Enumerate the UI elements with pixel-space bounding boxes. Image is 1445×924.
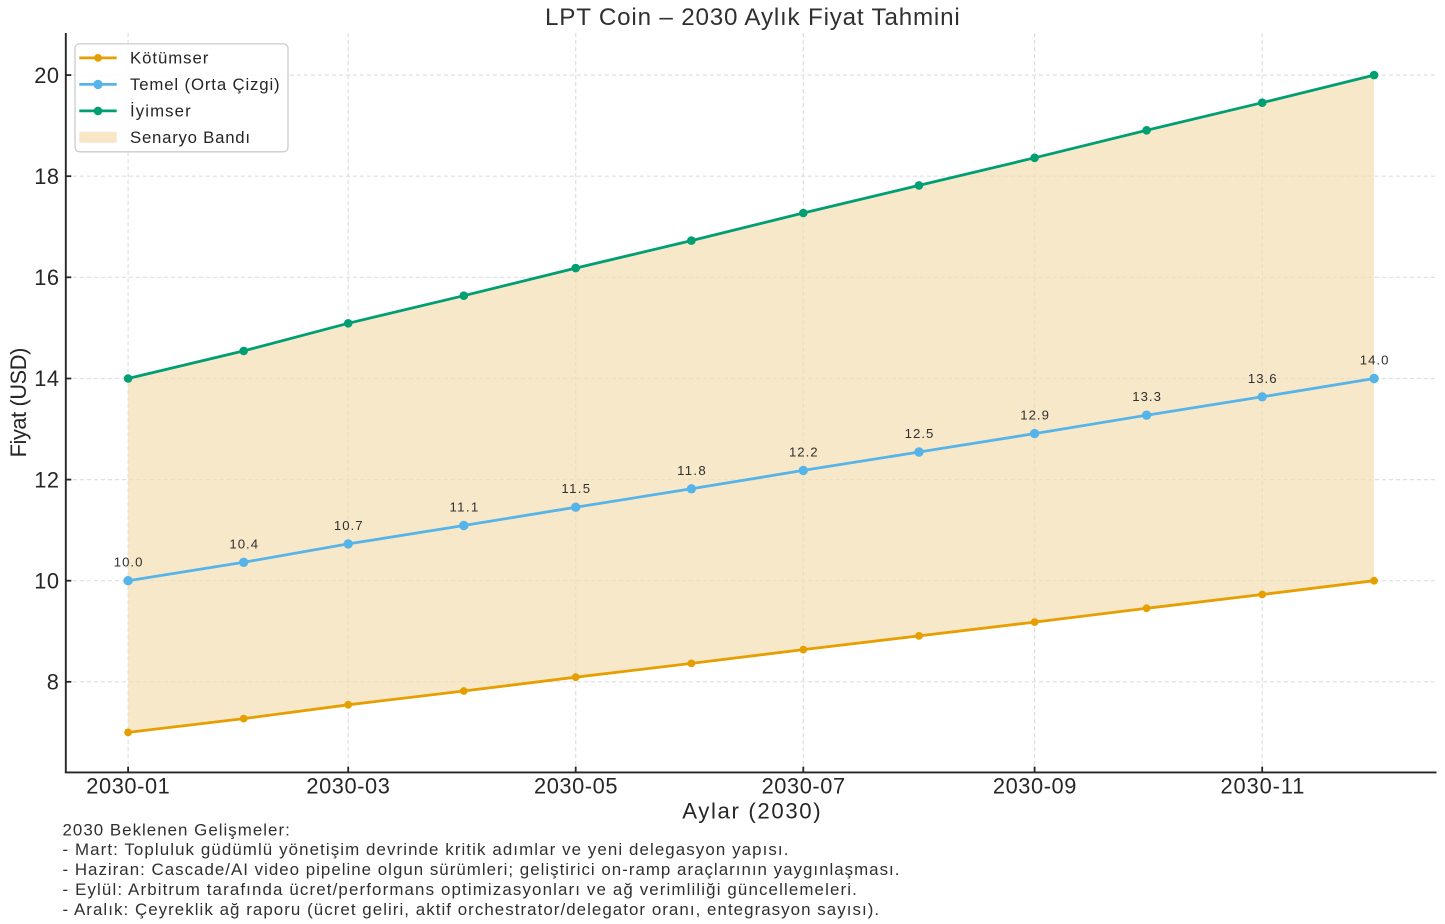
svg-text:8: 8 bbox=[47, 670, 59, 695]
svg-text:2030-07: 2030-07 bbox=[762, 773, 846, 798]
svg-text:12: 12 bbox=[34, 467, 59, 492]
svg-text:14: 14 bbox=[34, 366, 59, 391]
svg-text:20: 20 bbox=[34, 63, 59, 88]
svg-text:- Mart: Topluluk güdümlü yönet: - Mart: Topluluk güdümlü yönetişim devri… bbox=[63, 840, 790, 859]
svg-text:Aylar (2030): Aylar (2030) bbox=[682, 798, 822, 823]
svg-text:18: 18 bbox=[34, 164, 59, 189]
svg-text:- Eylül: Arbitrum tarafında üc: - Eylül: Arbitrum tarafında ücret/perfor… bbox=[63, 880, 858, 899]
svg-text:11.8: 11.8 bbox=[677, 463, 707, 478]
svg-text:14.0: 14.0 bbox=[1360, 353, 1390, 368]
svg-text:2030-11: 2030-11 bbox=[1221, 773, 1306, 798]
svg-text:13.3: 13.3 bbox=[1132, 389, 1162, 404]
svg-text:10.4: 10.4 bbox=[229, 536, 259, 551]
svg-text:Fiyat (USD): Fiyat (USD) bbox=[6, 348, 31, 457]
svg-text:11.5: 11.5 bbox=[561, 481, 591, 496]
svg-text:Senaryo Bandı: Senaryo Bandı bbox=[130, 128, 251, 147]
svg-text:2030-09: 2030-09 bbox=[993, 773, 1077, 798]
svg-text:12.9: 12.9 bbox=[1020, 408, 1050, 423]
svg-text:2030-01: 2030-01 bbox=[86, 773, 170, 798]
svg-text:2030-05: 2030-05 bbox=[534, 773, 618, 798]
svg-text:LPT Coin – 2030 Aylık Fiyat Ta: LPT Coin – 2030 Aylık Fiyat Tahmini bbox=[545, 4, 961, 31]
svg-text:İyimser: İyimser bbox=[130, 102, 192, 121]
svg-text:12.2: 12.2 bbox=[789, 444, 819, 459]
svg-text:16: 16 bbox=[34, 265, 59, 290]
svg-text:10: 10 bbox=[34, 569, 59, 594]
svg-text:10.7: 10.7 bbox=[334, 518, 364, 533]
svg-text:- Haziran: Cascade/AI video pi: - Haziran: Cascade/AI video pipeline olg… bbox=[63, 860, 901, 879]
svg-text:11.1: 11.1 bbox=[449, 500, 479, 515]
svg-text:2030 Beklenen Gelişmeler:: 2030 Beklenen Gelişmeler: bbox=[63, 820, 291, 839]
svg-text:Temel (Orta Çizgi): Temel (Orta Çizgi) bbox=[130, 75, 281, 94]
svg-text:- Aralık: Çeyreklik ağ raporu: - Aralık: Çeyreklik ağ raporu (ücret gel… bbox=[63, 900, 881, 919]
svg-text:13.6: 13.6 bbox=[1248, 371, 1278, 386]
svg-text:12.5: 12.5 bbox=[905, 426, 935, 441]
svg-text:2030-03: 2030-03 bbox=[306, 773, 390, 798]
svg-text:Kötümser: Kötümser bbox=[130, 49, 209, 68]
svg-text:10.0: 10.0 bbox=[114, 555, 144, 570]
